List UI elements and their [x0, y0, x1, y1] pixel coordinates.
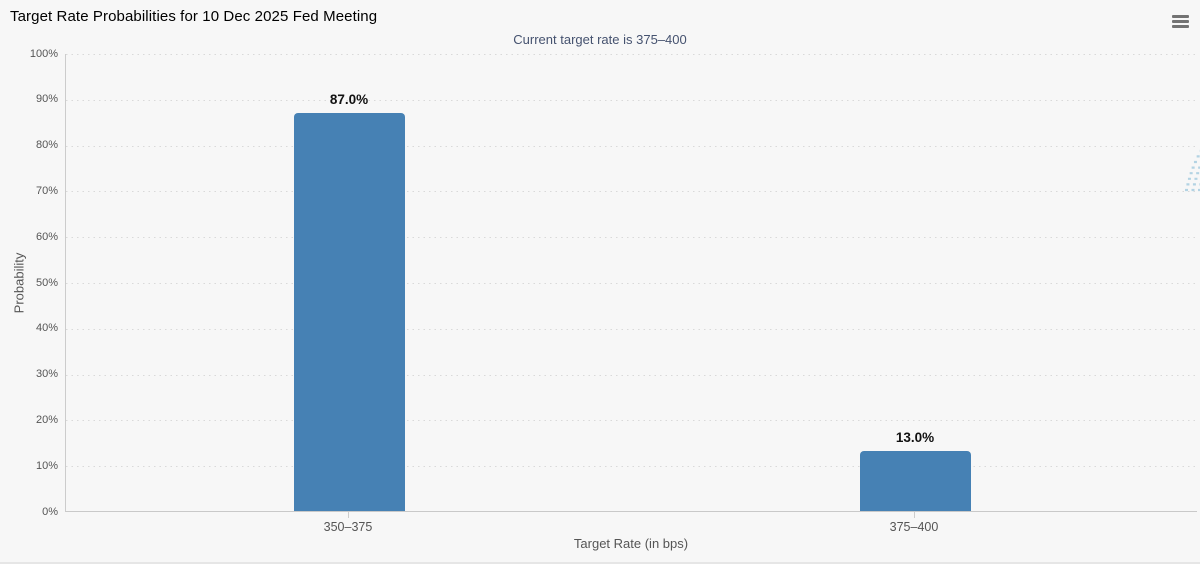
y-tick-label: 30% — [35, 368, 58, 381]
bar-value-label: 13.0% — [895, 430, 935, 446]
x-axis-tick — [914, 512, 915, 518]
gridline — [66, 283, 1197, 284]
y-tick-label: 20% — [35, 413, 58, 426]
bar-350–375 — [293, 112, 405, 511]
y-tick-label: 80% — [35, 139, 58, 152]
y-tick-label: 40% — [35, 322, 58, 335]
bar-375–400 — [859, 451, 971, 511]
chart-title: Target Rate Probabilities for 10 Dec 202… — [10, 8, 378, 25]
chart-context-menu-button[interactable] — [1168, 11, 1192, 31]
y-tick-label: 10% — [35, 459, 58, 472]
gridline — [66, 54, 1197, 55]
plot-area: Q 87.0% 13.0% — [65, 54, 1200, 512]
gridline — [66, 145, 1197, 147]
x-axis-title: Target Rate (in bps) — [573, 536, 689, 551]
gridline — [66, 420, 1197, 422]
x-tick-label: 350–375 — [323, 520, 373, 534]
y-tick-label: 100% — [29, 47, 58, 60]
gridline — [66, 99, 1197, 101]
chart-subtitle: Current target rate is 375–400 — [513, 32, 687, 47]
y-tick-label: 0% — [42, 505, 58, 518]
gridline — [66, 466, 1197, 468]
y-tick-label: 60% — [35, 230, 58, 243]
gridline — [66, 374, 1197, 376]
y-tick-label: 90% — [35, 93, 58, 106]
gridline — [66, 237, 1197, 239]
x-tick-label: 375–400 — [889, 520, 939, 534]
y-tick-label: 70% — [35, 184, 58, 197]
hamburger-icon — [1171, 14, 1189, 28]
y-tick-label: 50% — [35, 276, 58, 289]
gridline — [66, 328, 1197, 330]
quikstrike-q-watermark-icon: Q — [1185, 149, 1200, 192]
x-axis-tick — [348, 512, 349, 518]
gridline — [66, 191, 1197, 193]
bar-value-label: 87.0% — [329, 91, 369, 107]
